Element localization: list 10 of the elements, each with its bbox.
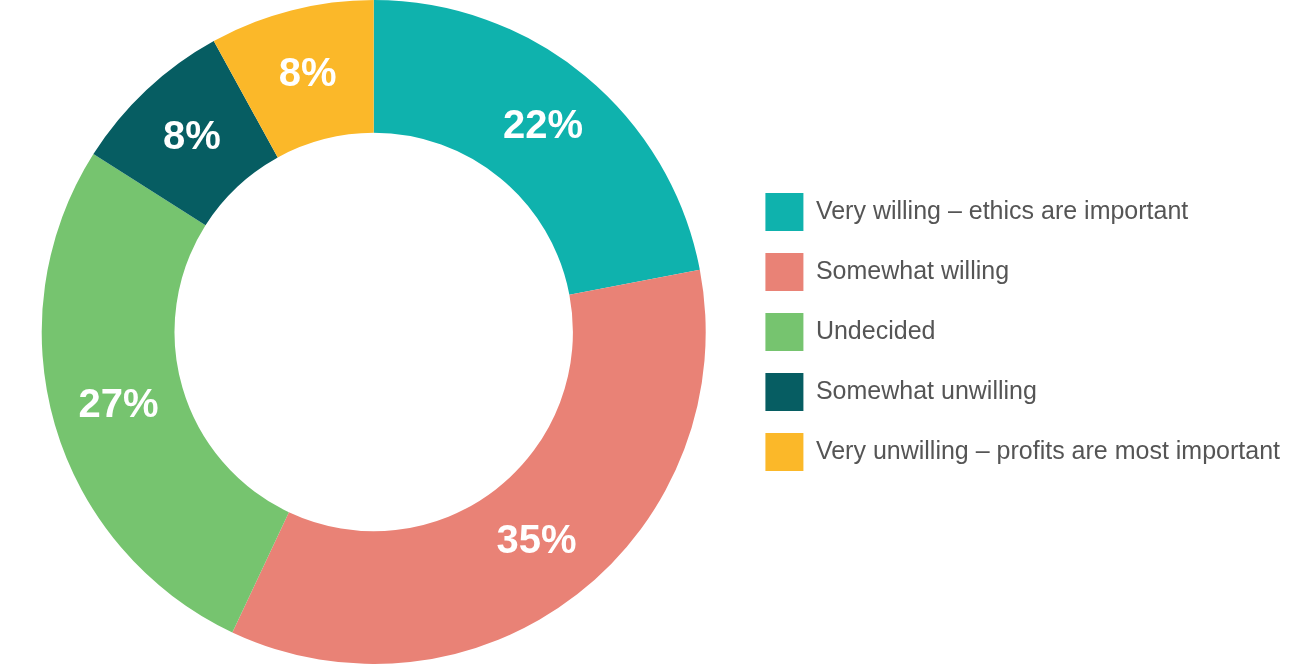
data-label: 8% xyxy=(162,113,221,158)
legend-label: Undecided xyxy=(815,315,936,344)
data-label: 27% xyxy=(78,381,159,426)
data-label: 22% xyxy=(502,102,584,147)
data-label: 8% xyxy=(278,49,337,94)
legend-label: Somewhat willing xyxy=(815,255,1010,284)
legend-label: Very willing – ethics are important xyxy=(815,195,1189,224)
legend-label: Very unwilling – profits are most important xyxy=(815,435,1281,464)
data-label: 35% xyxy=(496,516,577,561)
legend-label: Somewhat unwilling xyxy=(815,375,1037,404)
